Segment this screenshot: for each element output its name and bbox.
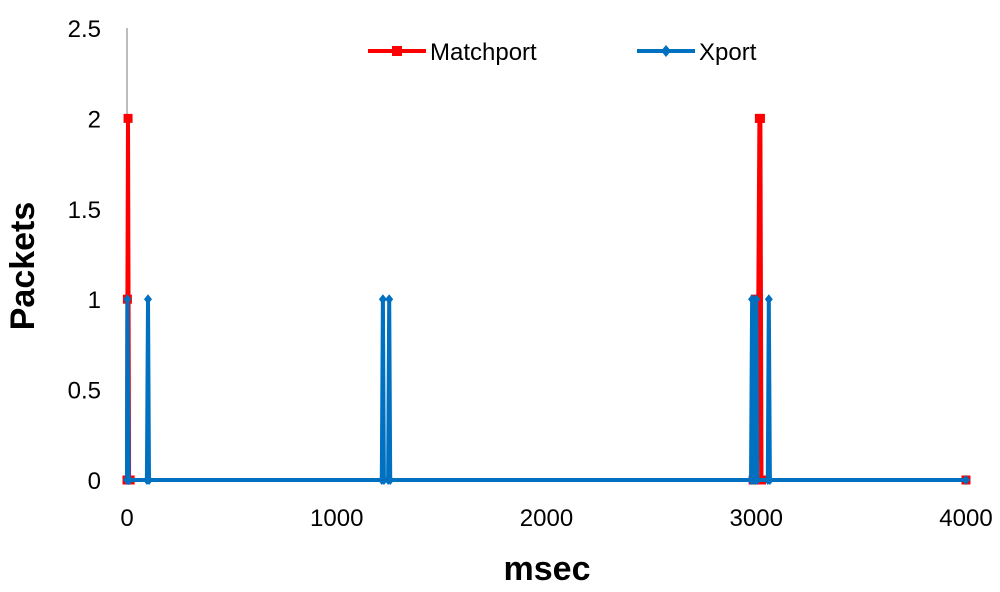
- x-tick-label: 1000: [310, 505, 363, 532]
- y-tick-label: 0: [88, 468, 101, 495]
- y-tick-label: 0.5: [68, 378, 101, 405]
- data-point: [125, 475, 134, 485]
- x-axis-title: msec: [504, 550, 591, 588]
- x-tick-label: 2000: [520, 505, 573, 532]
- data-point: [962, 475, 970, 485]
- data-point: [145, 475, 154, 485]
- x-axis-ticks: 0 1000 2000 3000 4000: [120, 505, 992, 532]
- data-point: [378, 294, 387, 305]
- y-tick-label: 2: [88, 106, 101, 133]
- legend-label: Xport: [699, 39, 757, 66]
- x-tick-label: 3000: [730, 505, 783, 532]
- series-line: [125, 299, 966, 482]
- series-matchport: [122, 113, 971, 485]
- y-axis-title: Packets: [4, 202, 42, 331]
- legend-label: Matchport: [430, 39, 537, 66]
- data-point: [386, 475, 395, 485]
- y-axis-ticks: 0 0.5 1 1.5 2 2.5: [68, 16, 101, 495]
- x-tick-label: 4000: [939, 505, 992, 532]
- legend-item-xport: Xport: [637, 39, 757, 66]
- x-tick-label: 0: [120, 505, 133, 532]
- data-point: [752, 294, 761, 305]
- data-point: [379, 475, 388, 485]
- legend: Matchport Xport: [368, 39, 757, 66]
- data-point: [123, 294, 132, 305]
- y-tick-label: 1: [88, 287, 101, 314]
- data-point: [755, 113, 765, 123]
- series-line: [125, 116, 966, 482]
- data-point: [123, 113, 133, 123]
- y-tick-label: 1.5: [68, 197, 101, 224]
- y-tick-label: 2.5: [68, 16, 101, 43]
- data-point: [764, 294, 773, 305]
- series-layer: [122, 113, 971, 485]
- data-point: [143, 294, 152, 305]
- data-point: [748, 294, 757, 305]
- legend-marker: [392, 46, 402, 56]
- data-point: [385, 294, 394, 305]
- legend-marker: [661, 45, 671, 57]
- data-point: [765, 475, 774, 485]
- legend-item-matchport: Matchport: [368, 39, 537, 66]
- series-xport: [123, 294, 970, 485]
- data-point: [753, 475, 762, 485]
